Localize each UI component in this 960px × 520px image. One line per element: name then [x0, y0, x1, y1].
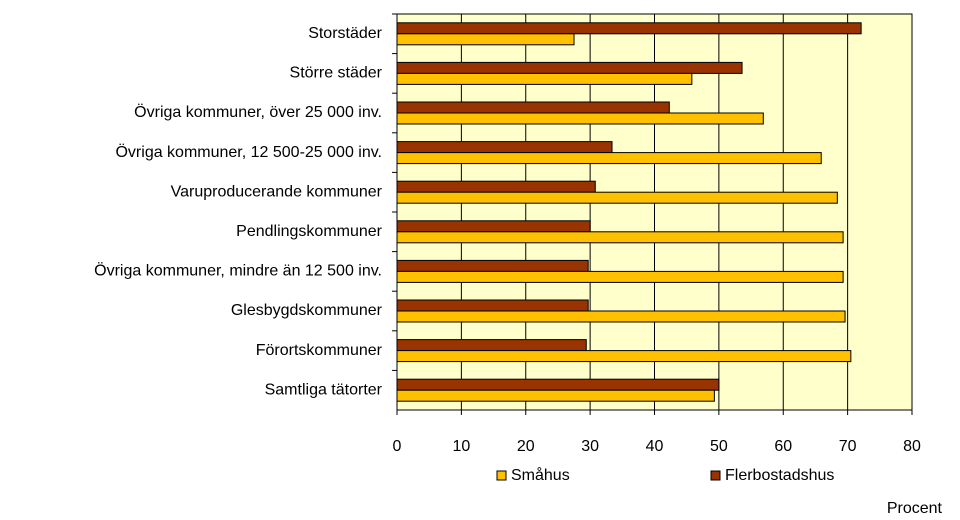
bar: [396, 22, 862, 35]
x-tick-label: 80: [903, 438, 921, 455]
bar: [396, 259, 589, 272]
x-tick-label: 60: [774, 438, 792, 455]
y-tick-label: Pendlingskommuner: [236, 223, 383, 240]
bar: [396, 270, 844, 283]
bar: [396, 61, 743, 74]
bar: [396, 112, 764, 125]
bar: [396, 231, 844, 244]
bar: [396, 350, 852, 363]
x-tick-label: 0: [393, 438, 402, 455]
legend-label: Småhus: [511, 466, 570, 484]
bar: [396, 191, 838, 204]
bar: [396, 180, 596, 193]
y-tick-label: Större städer: [290, 65, 383, 82]
y-tick-label: Varuproducerande kommuner: [171, 183, 383, 200]
x-axis-label: Procent: [887, 500, 943, 517]
y-tick-label: Övriga kommuner, 12 500-25 000 inv.: [115, 143, 382, 161]
bar: [396, 141, 613, 154]
legend-swatch: [710, 470, 721, 481]
x-tick-label: 50: [710, 438, 728, 455]
bar: [396, 389, 715, 402]
legend-swatch: [496, 470, 507, 481]
x-tick-label: 70: [839, 438, 857, 455]
x-tick-label: 30: [581, 438, 599, 455]
bar: [396, 339, 587, 352]
bar: [396, 33, 575, 46]
bar: [396, 101, 670, 114]
bar: [396, 72, 693, 85]
bar: [396, 220, 591, 233]
bar: [396, 299, 589, 312]
y-tick-label: Glesbygdskommuner: [231, 302, 383, 319]
y-tick-label: Storstäder: [308, 25, 382, 42]
legend-label: Flerbostadshus: [725, 467, 834, 484]
y-tick-label: Förortskommuner: [256, 342, 383, 359]
x-tick-label: 20: [517, 438, 535, 455]
bar: [396, 152, 822, 165]
y-tick-label: Övriga kommuner, mindre än 12 500 inv.: [94, 262, 382, 280]
x-tick-label: 10: [452, 438, 470, 455]
bar: [396, 310, 846, 323]
y-tick-label: Övriga kommuner, över 25 000 inv.: [134, 103, 382, 121]
x-tick-label: 40: [646, 438, 664, 455]
bar: [396, 378, 720, 391]
y-tick-label: Samtliga tätorter: [265, 381, 383, 398]
